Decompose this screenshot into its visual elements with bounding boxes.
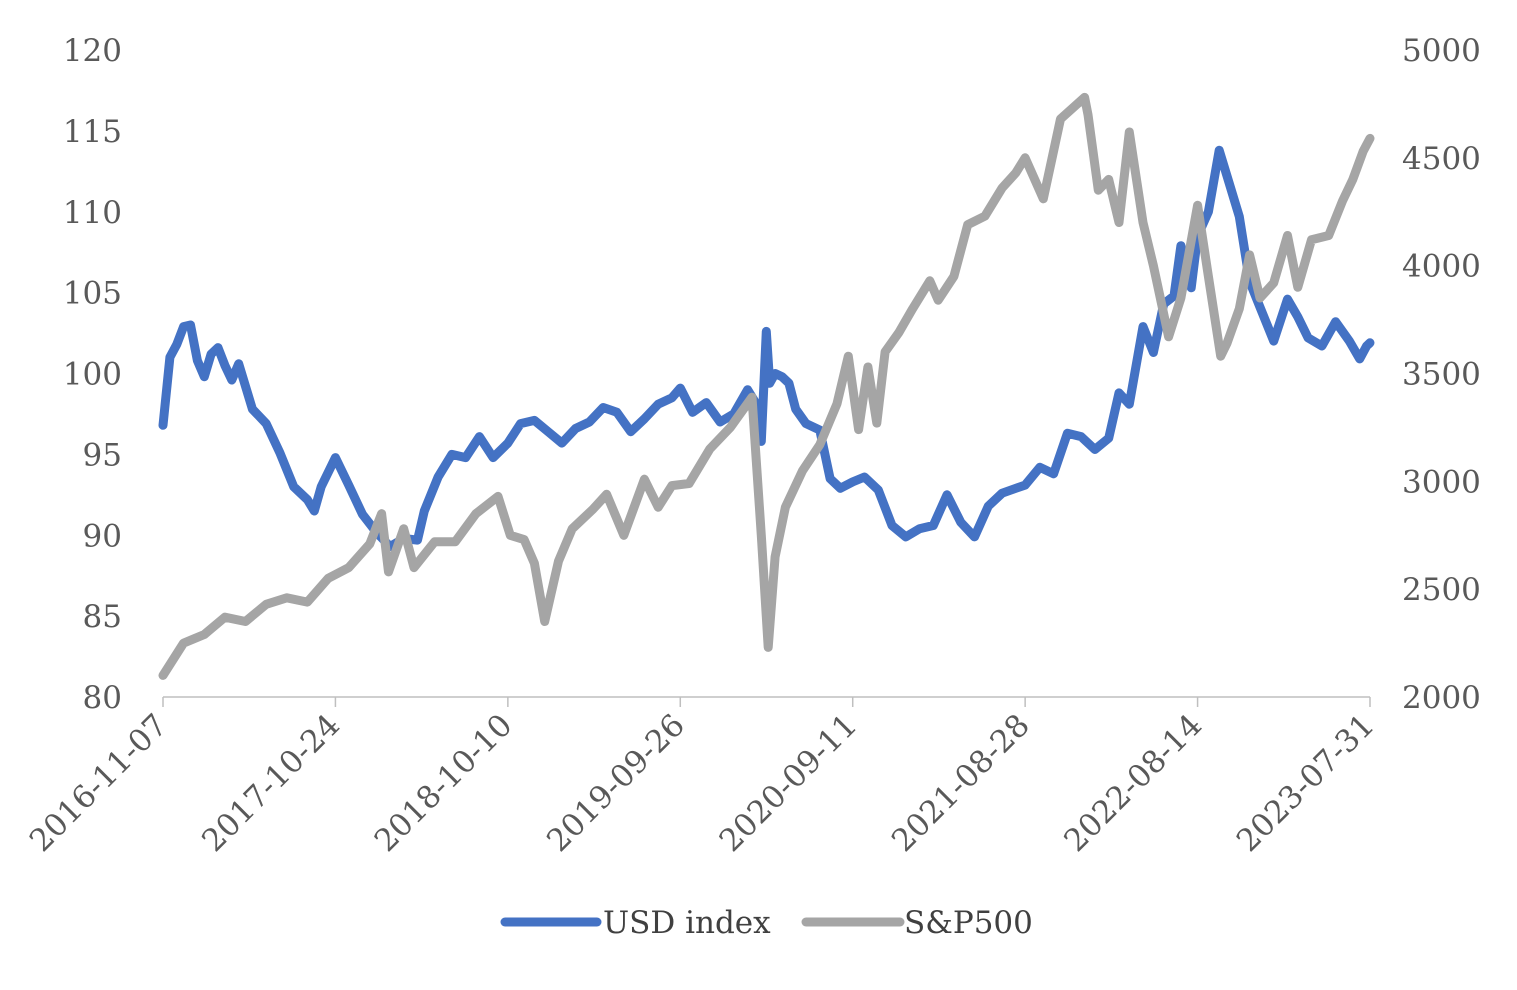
right-y-tick-label: 2500 (1402, 572, 1481, 608)
right-y-tick-label: 4000 (1402, 249, 1481, 285)
x-tick-label: 2018-10-10 (368, 707, 520, 859)
left-y-tick-label: 85 (83, 599, 122, 635)
right-y-tick-label: 2000 (1402, 680, 1481, 716)
right-y-tick-label: 3000 (1402, 464, 1481, 500)
right-y-axis: 2000 2500 3000 3500 4000 4500 5000 (1402, 33, 1481, 716)
left-y-tick-label: 80 (83, 680, 122, 716)
right-y-tick-label: 5000 (1402, 33, 1481, 69)
left-y-tick-label: 115 (63, 114, 122, 150)
x-tick-label: 2021-08-28 (885, 707, 1037, 859)
left-y-tick-label: 120 (63, 33, 122, 69)
left-y-tick-label: 100 (63, 357, 122, 393)
left-y-axis: 80 85 90 95 100 105 110 115 120 (63, 33, 122, 716)
legend[interactable]: USD index S&P500 (500, 905, 1033, 941)
x-tick-label: 2022-08-14 (1057, 707, 1209, 859)
x-tick-label: 2023-07-31 (1230, 707, 1382, 859)
x-tick-label: 2017-10-24 (195, 707, 347, 859)
series-line-sp500 (158, 92, 1375, 680)
legend-label-usd-index: USD index (603, 905, 771, 941)
left-y-tick-label: 110 (63, 195, 122, 231)
x-tick-label: 2020-09-11 (713, 707, 865, 859)
series-line-usd-index (158, 145, 1375, 552)
x-tick-label: 2019-09-26 (540, 707, 692, 859)
right-y-tick-label: 3500 (1402, 357, 1481, 393)
legend-label-sp500: S&P500 (904, 905, 1033, 941)
series-lines (158, 92, 1375, 680)
left-y-tick-label: 95 (83, 437, 122, 473)
right-y-tick-label: 4500 (1402, 141, 1481, 177)
x-tick-label: 2016-11-07 (23, 707, 175, 859)
left-y-tick-label: 105 (63, 276, 122, 312)
x-axis: 2016-11-07 2017-10-24 2018-10-10 2019-09-26… (23, 697, 1382, 859)
left-y-tick-label: 90 (83, 518, 122, 554)
